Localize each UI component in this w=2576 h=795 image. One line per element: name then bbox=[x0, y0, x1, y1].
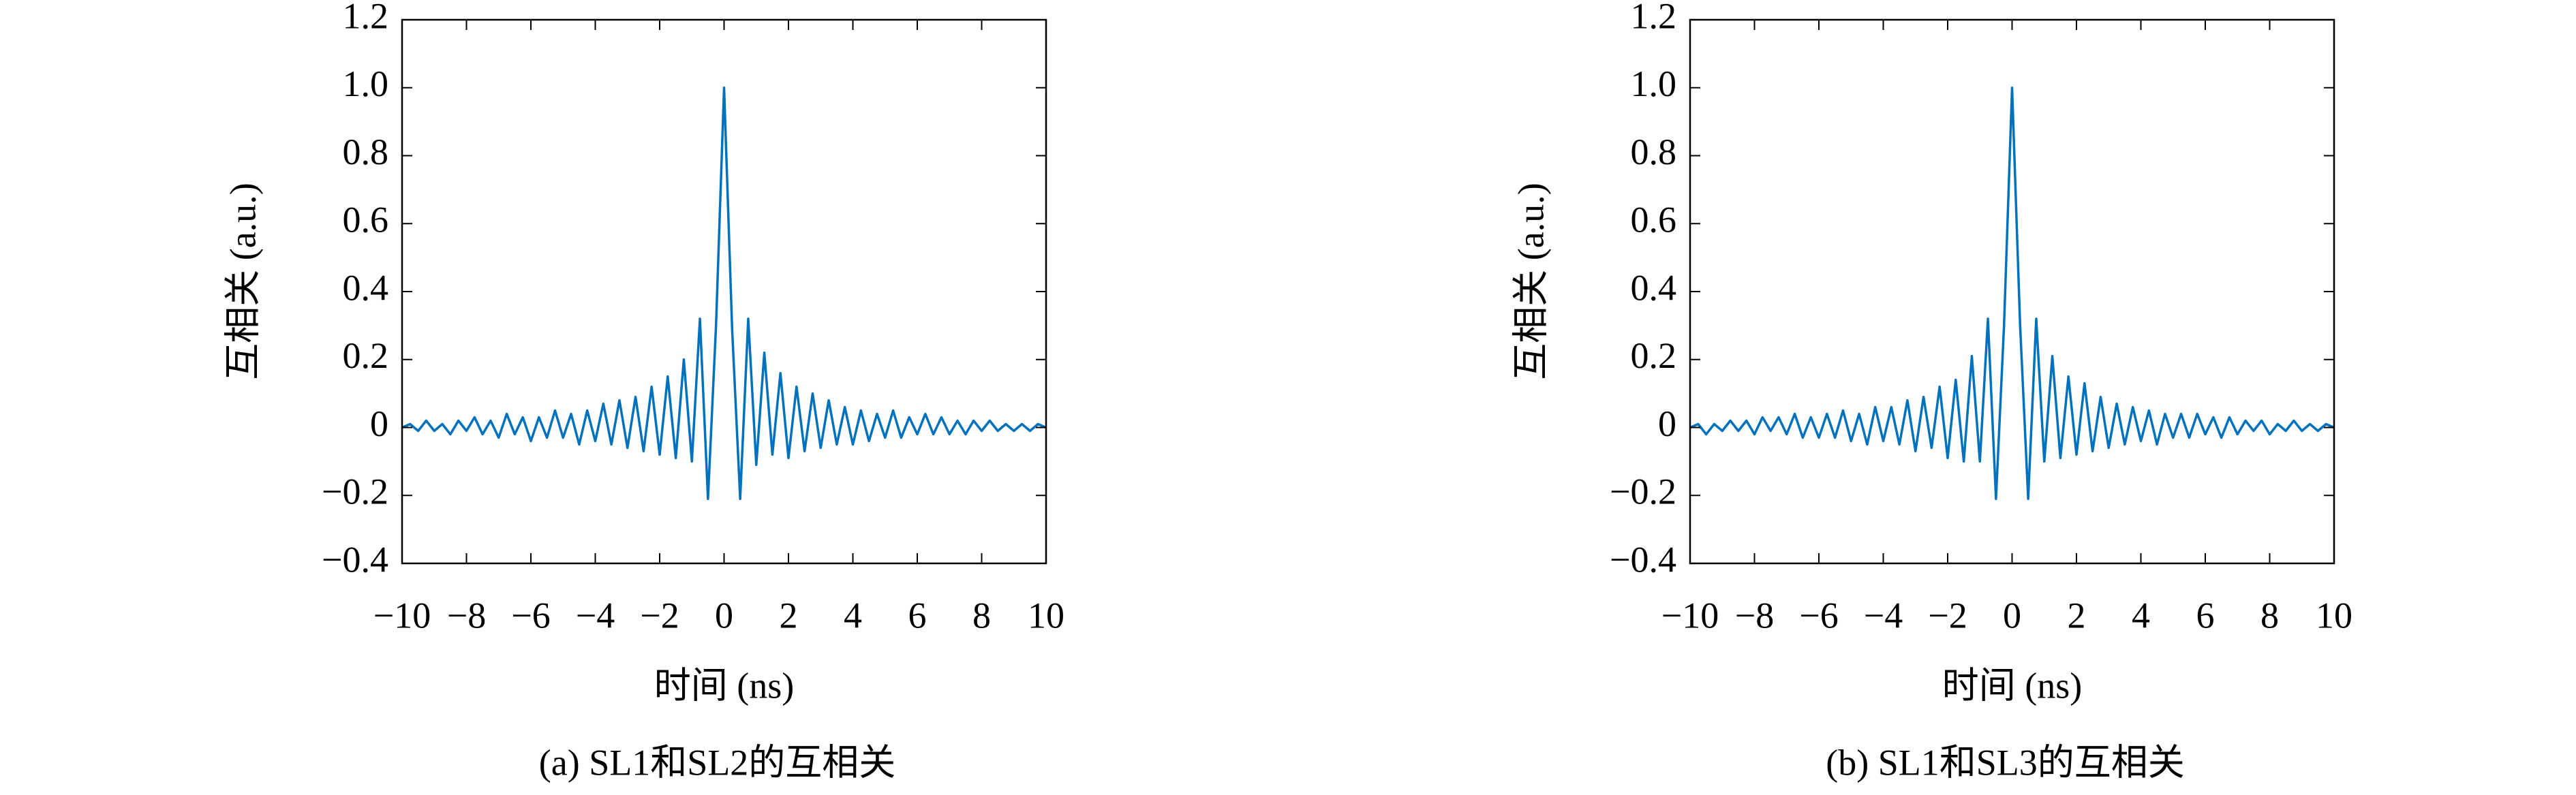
y-tick-label: −0.2 bbox=[1610, 471, 1676, 512]
y-tick-label: 1.0 bbox=[343, 63, 389, 104]
x-tick-label: 0 bbox=[715, 595, 733, 636]
plot-area bbox=[1690, 87, 2334, 500]
y-axis-label: 互相关 (a.u.) bbox=[222, 183, 263, 379]
y-tick-label: 0.8 bbox=[1631, 131, 1677, 172]
y-tick-label: 0.4 bbox=[343, 267, 389, 308]
caption: (a) SL1和SL2的互相关 bbox=[539, 742, 895, 783]
x-tick-label: −8 bbox=[1735, 595, 1774, 636]
x-tick-label: −6 bbox=[511, 595, 550, 636]
caption: (b) SL1和SL3的互相关 bbox=[1826, 742, 2185, 783]
x-tick-label: 0 bbox=[2003, 595, 2021, 636]
x-tick-label: 2 bbox=[2068, 595, 2086, 636]
x-tick-label: 8 bbox=[972, 595, 991, 636]
y-tick-label: 0.6 bbox=[343, 200, 389, 240]
data-line bbox=[402, 87, 1046, 500]
x-axis-label: 时间 (ns) bbox=[654, 665, 794, 706]
y-tick-label: 1.2 bbox=[1631, 0, 1677, 36]
y-tick-label: 0.2 bbox=[343, 335, 389, 376]
data-line bbox=[1690, 87, 2334, 500]
x-tick-label: −2 bbox=[640, 595, 679, 636]
y-tick-label: −0.4 bbox=[322, 539, 388, 580]
x-tick-label: 10 bbox=[2316, 595, 2352, 636]
x-tick-label: −4 bbox=[1864, 595, 1903, 636]
x-tick-label: 10 bbox=[1028, 595, 1064, 636]
x-tick-label: −10 bbox=[373, 595, 431, 636]
y-tick-label: 0 bbox=[1658, 403, 1676, 444]
x-tick-label: 8 bbox=[2260, 595, 2279, 636]
x-tick-label: 4 bbox=[2132, 595, 2150, 636]
x-axis-label: 时间 (ns) bbox=[1942, 665, 2082, 706]
x-tick-label: 6 bbox=[2196, 595, 2215, 636]
x-tick-label: 6 bbox=[908, 595, 927, 636]
y-tick-label: 0.2 bbox=[1631, 335, 1677, 376]
y-tick-label: 0.4 bbox=[1631, 267, 1677, 308]
x-tick-label: −6 bbox=[1799, 595, 1838, 636]
plot-area bbox=[402, 87, 1046, 500]
x-tick-label: 2 bbox=[780, 595, 798, 636]
chart-panel: −0.4 −0.2 0 0.2 0.4 0.6 0.8 1.0 1.2 −10 −8 −6 −4 −2 0 2… bbox=[1510, 0, 2352, 783]
x-tick-label: −2 bbox=[1928, 595, 1967, 636]
y-tick-label: −0.2 bbox=[322, 471, 388, 512]
y-tick-label: 1.2 bbox=[343, 0, 389, 36]
y-axis-label: 互相关 (a.u.) bbox=[1510, 183, 1551, 379]
y-tick-label: 0 bbox=[370, 403, 388, 444]
x-tick-label: −8 bbox=[447, 595, 486, 636]
y-tick-label: 0.8 bbox=[343, 131, 389, 172]
chart-panel: −0.4 −0.2 0 0.2 0.4 0.6 0.8 1.0 1.2 −10 −8 −6 −4 −2 0 2… bbox=[222, 0, 1064, 783]
x-tick-label: 4 bbox=[844, 595, 862, 636]
y-tick-label: 1.0 bbox=[1631, 63, 1677, 104]
y-tick-label: −0.4 bbox=[1610, 539, 1676, 580]
x-tick-label: −4 bbox=[576, 595, 615, 636]
x-tick-label: −10 bbox=[1661, 595, 1719, 636]
y-tick-label: 0.6 bbox=[1631, 200, 1677, 240]
